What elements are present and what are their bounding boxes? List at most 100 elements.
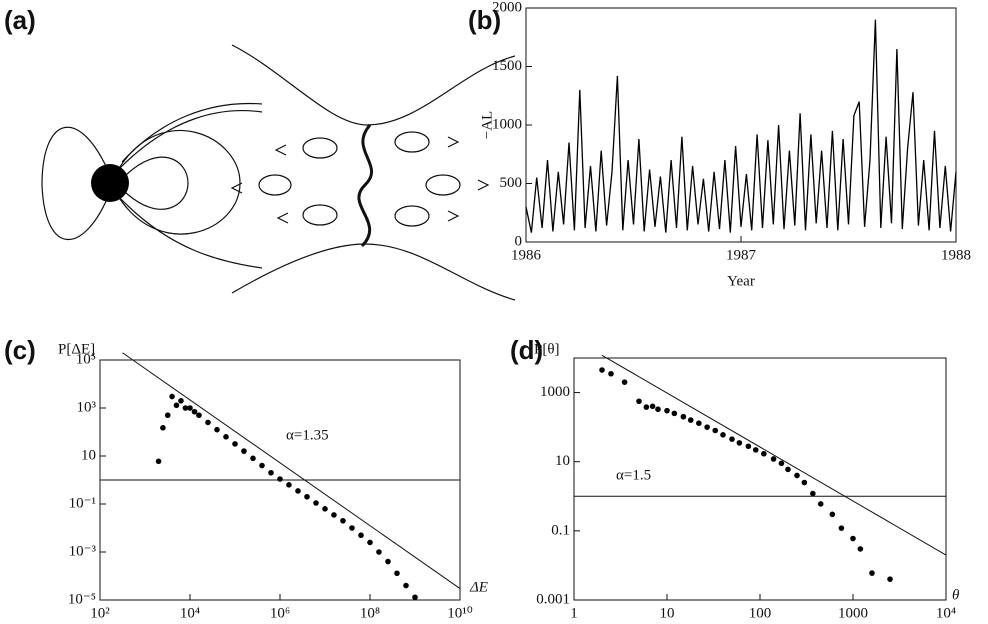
data-point: [857, 546, 864, 552]
data-point: [412, 594, 418, 601]
data-point: [599, 367, 605, 373]
data-point: [794, 472, 800, 479]
panel-label: (b): [468, 5, 501, 35]
x-tick-label: 10: [660, 605, 675, 621]
fit-line: [601, 354, 947, 556]
y-tick-label: 1000: [540, 384, 570, 400]
data-point: [745, 443, 752, 450]
data-point: [250, 455, 256, 462]
data-point: [277, 476, 283, 482]
data-point: [191, 408, 198, 415]
data-point: [810, 490, 816, 497]
data-point: [223, 434, 229, 440]
data-point: [887, 576, 893, 582]
data-point: [712, 427, 719, 434]
data-point: [720, 432, 726, 438]
data-point: [214, 426, 220, 433]
data-point: [696, 420, 702, 427]
x-tick-label: 10²: [90, 605, 110, 621]
y-tick-label: 10³: [77, 399, 97, 415]
data-point: [358, 532, 364, 539]
x-axis-label: Year: [727, 273, 755, 289]
y-axis-label: P[ΔE]: [58, 341, 95, 357]
data-point: [187, 405, 193, 411]
data-point: [232, 441, 238, 447]
data-point: [770, 456, 777, 462]
x-tick-label: 10¹⁰: [447, 605, 473, 621]
annotation: α=1.5: [616, 467, 651, 483]
y-tick-label: 500: [500, 175, 523, 191]
x-tick-label: 10⁶: [270, 605, 290, 621]
data-point: [643, 404, 650, 410]
data-point: [331, 512, 337, 518]
y-tick-label: 1500: [492, 58, 522, 74]
data-point: [196, 412, 202, 419]
data-point: [155, 458, 162, 465]
data-point: [729, 436, 735, 442]
data-point: [205, 419, 211, 426]
data-point: [736, 440, 743, 446]
data-point: [160, 424, 166, 431]
y-tick-label: 2000: [492, 0, 522, 15]
y-tick-label: 0: [515, 233, 523, 249]
data-point: [385, 558, 391, 565]
y-tick-label: 10⁻³: [69, 543, 97, 559]
data-point: [182, 405, 189, 411]
x-tick-label: 1986: [511, 247, 542, 263]
y-tick-label: 10⁻⁵: [68, 591, 96, 607]
data-point: [621, 379, 628, 385]
data-point: [680, 413, 687, 420]
data-point: [778, 460, 785, 467]
x-axis-label: ΔE: [469, 579, 488, 595]
magnetosphere-diagram: [41, 44, 516, 301]
x-axis-label: θ: [952, 587, 960, 603]
data-point: [241, 448, 247, 454]
data-point: [286, 482, 292, 488]
data-point: [178, 397, 184, 404]
data-point: [869, 570, 875, 576]
x-tick-label: 1988: [941, 247, 971, 263]
data-point: [295, 488, 301, 494]
data-point: [785, 466, 791, 473]
data-point: [173, 402, 180, 409]
data-point: [169, 393, 175, 400]
data-point: [340, 517, 346, 524]
panel-label: (a): [4, 5, 36, 35]
data-line: [525, 19, 957, 233]
data-point: [649, 403, 656, 410]
data-point: [636, 398, 642, 405]
x-tick-label: 10⁴: [936, 605, 956, 621]
data-point: [671, 410, 678, 417]
y-tick-label: 10: [555, 453, 570, 469]
x-tick-label: 1: [570, 605, 578, 621]
annotation: α=1.35: [286, 427, 329, 443]
data-point: [752, 447, 759, 453]
data-point: [394, 570, 400, 577]
data-point: [304, 493, 310, 500]
data-point: [313, 500, 319, 506]
data-point: [801, 479, 808, 486]
y-tick-label: 10: [81, 447, 96, 463]
panel-label: (d): [510, 335, 543, 365]
panel-label: (c): [4, 335, 36, 365]
x-tick-label: 100: [749, 605, 772, 621]
x-tick-label: 1987: [726, 247, 757, 263]
y-tick-label: 1000: [492, 116, 522, 132]
data-point: [349, 525, 355, 531]
y-tick-label: 0.1: [551, 522, 570, 538]
data-point: [259, 462, 265, 469]
data-point: [655, 406, 661, 413]
data-point: [403, 582, 409, 589]
data-point: [829, 511, 836, 518]
data-point: [850, 535, 856, 542]
data-point: [817, 501, 824, 507]
y-tick-label: 10⁵: [76, 351, 96, 367]
data-point: [761, 450, 767, 457]
x-tick-label: 10⁸: [360, 605, 380, 621]
x-tick-label: 1000: [838, 605, 868, 621]
data-point: [704, 424, 710, 430]
data-point: [664, 407, 670, 414]
fit-line: [122, 352, 461, 589]
y-axis-label: P[θ]: [534, 341, 560, 357]
